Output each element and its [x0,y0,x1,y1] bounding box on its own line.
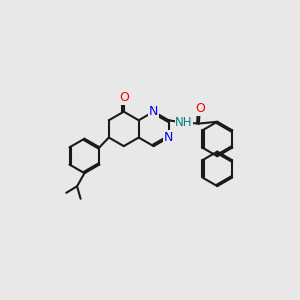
Text: N: N [164,131,173,144]
Text: NH: NH [175,116,193,129]
Text: N: N [149,105,158,118]
Text: O: O [195,102,205,115]
Text: O: O [119,91,129,104]
